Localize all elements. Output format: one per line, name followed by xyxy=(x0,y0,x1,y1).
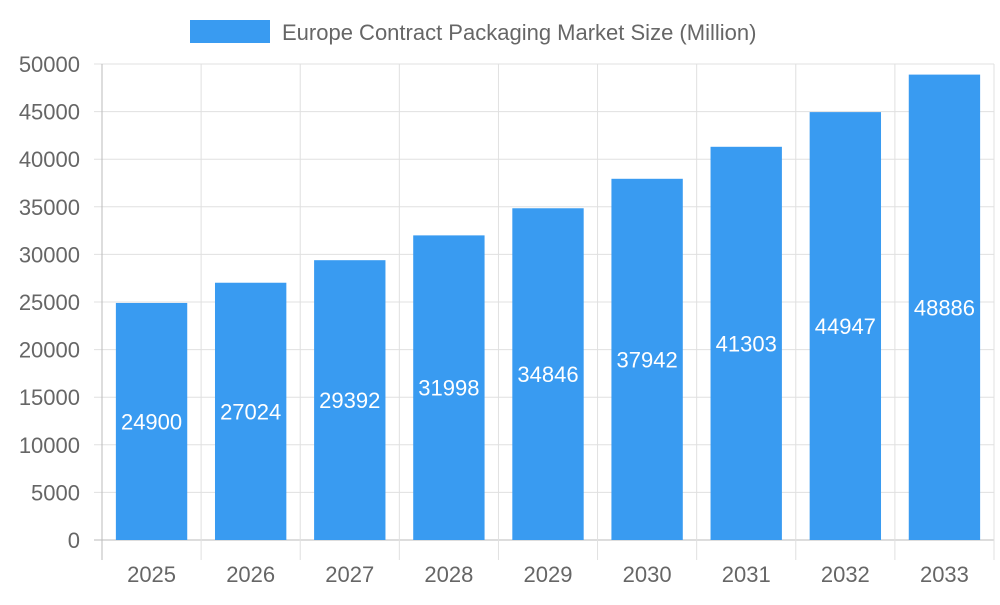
y-tick-label: 30000 xyxy=(19,242,80,267)
data-labels: 24900 27024 29392 31998 34846 37942 41303 44947… xyxy=(121,295,975,434)
x-tick-label: 2030 xyxy=(623,562,672,587)
bar-value-label: 34846 xyxy=(517,362,578,387)
bar xyxy=(710,146,782,540)
bar-value-label: 44947 xyxy=(815,314,876,339)
bars xyxy=(115,74,981,541)
x-tick-label: 2025 xyxy=(127,562,176,587)
x-tick-label: 2026 xyxy=(226,562,275,587)
legend-label: Europe Contract Packaging Market Size (M… xyxy=(282,20,756,45)
bar xyxy=(314,260,386,540)
bar-value-label: 37942 xyxy=(617,347,678,372)
bar xyxy=(413,235,485,541)
bar-value-label: 24900 xyxy=(121,409,182,434)
x-tick-label: 2027 xyxy=(325,562,374,587)
legend[interactable]: Europe Contract Packaging Market Size (M… xyxy=(190,20,756,45)
y-tick-label: 35000 xyxy=(19,195,80,220)
legend-swatch xyxy=(190,20,270,43)
axes: 0 5000 10000 15000 20000 25000 30000 35000 40000… xyxy=(19,52,969,587)
bar xyxy=(611,178,683,540)
bar xyxy=(115,302,188,540)
bar xyxy=(908,74,981,540)
bar xyxy=(809,112,882,541)
x-tick-label: 2029 xyxy=(524,562,573,587)
y-tick-label: 5000 xyxy=(31,480,80,505)
bar-value-label: 41303 xyxy=(716,331,777,356)
y-tick-label: 0 xyxy=(68,528,80,553)
bar-value-label: 29392 xyxy=(319,388,380,413)
bar xyxy=(512,208,584,540)
bar-value-label: 48886 xyxy=(914,295,975,320)
x-tick-label: 2031 xyxy=(722,562,771,587)
y-tick-label: 10000 xyxy=(19,433,80,458)
bar-value-label: 27024 xyxy=(220,399,281,424)
y-tick-label: 15000 xyxy=(19,385,80,410)
x-tick-label: 2032 xyxy=(821,562,870,587)
y-tick-label: 25000 xyxy=(19,290,80,315)
y-tick-label: 20000 xyxy=(19,338,80,363)
bar-value-label: 31998 xyxy=(418,376,479,401)
x-tick-label: 2033 xyxy=(920,562,969,587)
y-tick-label: 50000 xyxy=(19,52,80,77)
bar xyxy=(214,282,287,540)
x-tick-label: 2028 xyxy=(424,562,473,587)
y-tick-label: 45000 xyxy=(19,100,80,125)
y-tick-label: 40000 xyxy=(19,147,80,172)
